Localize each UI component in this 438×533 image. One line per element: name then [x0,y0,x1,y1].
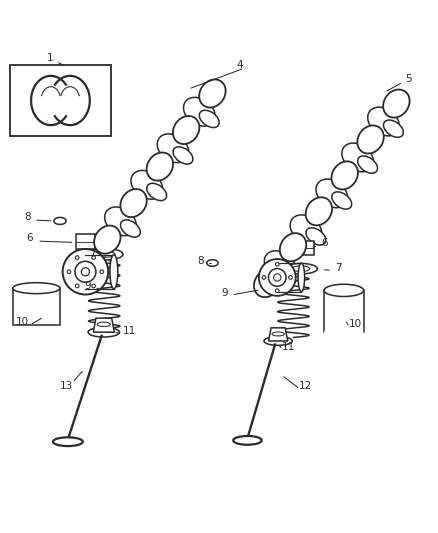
Ellipse shape [290,215,322,244]
Ellipse shape [110,255,118,289]
Ellipse shape [264,251,296,279]
Bar [297,241,314,255]
Ellipse shape [285,263,317,274]
Circle shape [259,259,296,296]
Text: 11: 11 [282,342,295,352]
Ellipse shape [264,336,293,345]
Ellipse shape [332,192,352,209]
Ellipse shape [173,147,193,164]
Text: 9: 9 [221,288,228,298]
Ellipse shape [358,156,378,173]
Ellipse shape [53,437,83,446]
Ellipse shape [94,256,114,273]
Text: 8: 8 [197,256,204,266]
Ellipse shape [292,266,310,271]
Ellipse shape [280,233,306,261]
Ellipse shape [147,183,166,200]
Ellipse shape [383,90,410,118]
Ellipse shape [199,110,219,127]
Ellipse shape [199,79,226,108]
Ellipse shape [342,143,374,172]
Circle shape [81,268,89,276]
Ellipse shape [280,264,300,281]
Ellipse shape [88,327,120,337]
Ellipse shape [316,179,348,208]
Ellipse shape [233,436,261,445]
Circle shape [92,256,95,260]
Bar [76,233,95,249]
Text: 12: 12 [299,381,312,391]
Circle shape [100,270,104,273]
Text: 11: 11 [123,326,136,336]
Ellipse shape [332,161,358,189]
Bar [10,65,111,136]
Text: 4: 4 [237,60,244,70]
Circle shape [67,270,71,273]
Ellipse shape [105,207,136,236]
Ellipse shape [97,322,110,327]
Circle shape [75,256,79,260]
Ellipse shape [147,152,173,181]
Ellipse shape [131,171,162,199]
Ellipse shape [184,98,215,126]
Circle shape [262,276,266,279]
Circle shape [75,284,79,288]
Ellipse shape [87,248,123,260]
Ellipse shape [298,263,305,292]
Text: 7: 7 [335,263,342,273]
Polygon shape [93,318,114,332]
Ellipse shape [324,326,364,338]
Circle shape [274,274,281,281]
Ellipse shape [324,284,364,296]
Ellipse shape [306,197,332,225]
Circle shape [276,262,279,266]
Polygon shape [268,328,288,341]
Ellipse shape [94,225,120,254]
Ellipse shape [78,244,110,272]
Circle shape [276,289,279,293]
Text: 13: 13 [60,381,73,391]
Ellipse shape [384,120,403,138]
Ellipse shape [173,116,199,144]
Text: 1: 1 [47,53,54,63]
Circle shape [63,249,108,295]
Text: 7: 7 [89,249,96,259]
Ellipse shape [207,260,218,266]
Circle shape [289,276,292,279]
Text: 6: 6 [321,238,328,248]
Ellipse shape [157,134,189,163]
Ellipse shape [254,269,280,297]
Text: 10: 10 [16,317,29,327]
Text: 8: 8 [24,213,31,222]
Ellipse shape [120,189,147,217]
Circle shape [268,269,286,286]
Bar [13,288,60,326]
Ellipse shape [272,332,284,336]
Ellipse shape [68,262,94,290]
Circle shape [92,284,95,288]
Text: 9: 9 [84,281,91,291]
Ellipse shape [95,251,115,257]
Ellipse shape [306,228,326,245]
Text: 10: 10 [349,319,362,329]
Ellipse shape [120,220,140,237]
Ellipse shape [13,282,60,294]
Text: 5: 5 [405,74,412,84]
Bar [324,290,364,332]
Ellipse shape [54,217,66,224]
Circle shape [75,261,96,282]
Ellipse shape [357,125,384,154]
Ellipse shape [367,107,399,136]
Text: 6: 6 [26,233,33,244]
